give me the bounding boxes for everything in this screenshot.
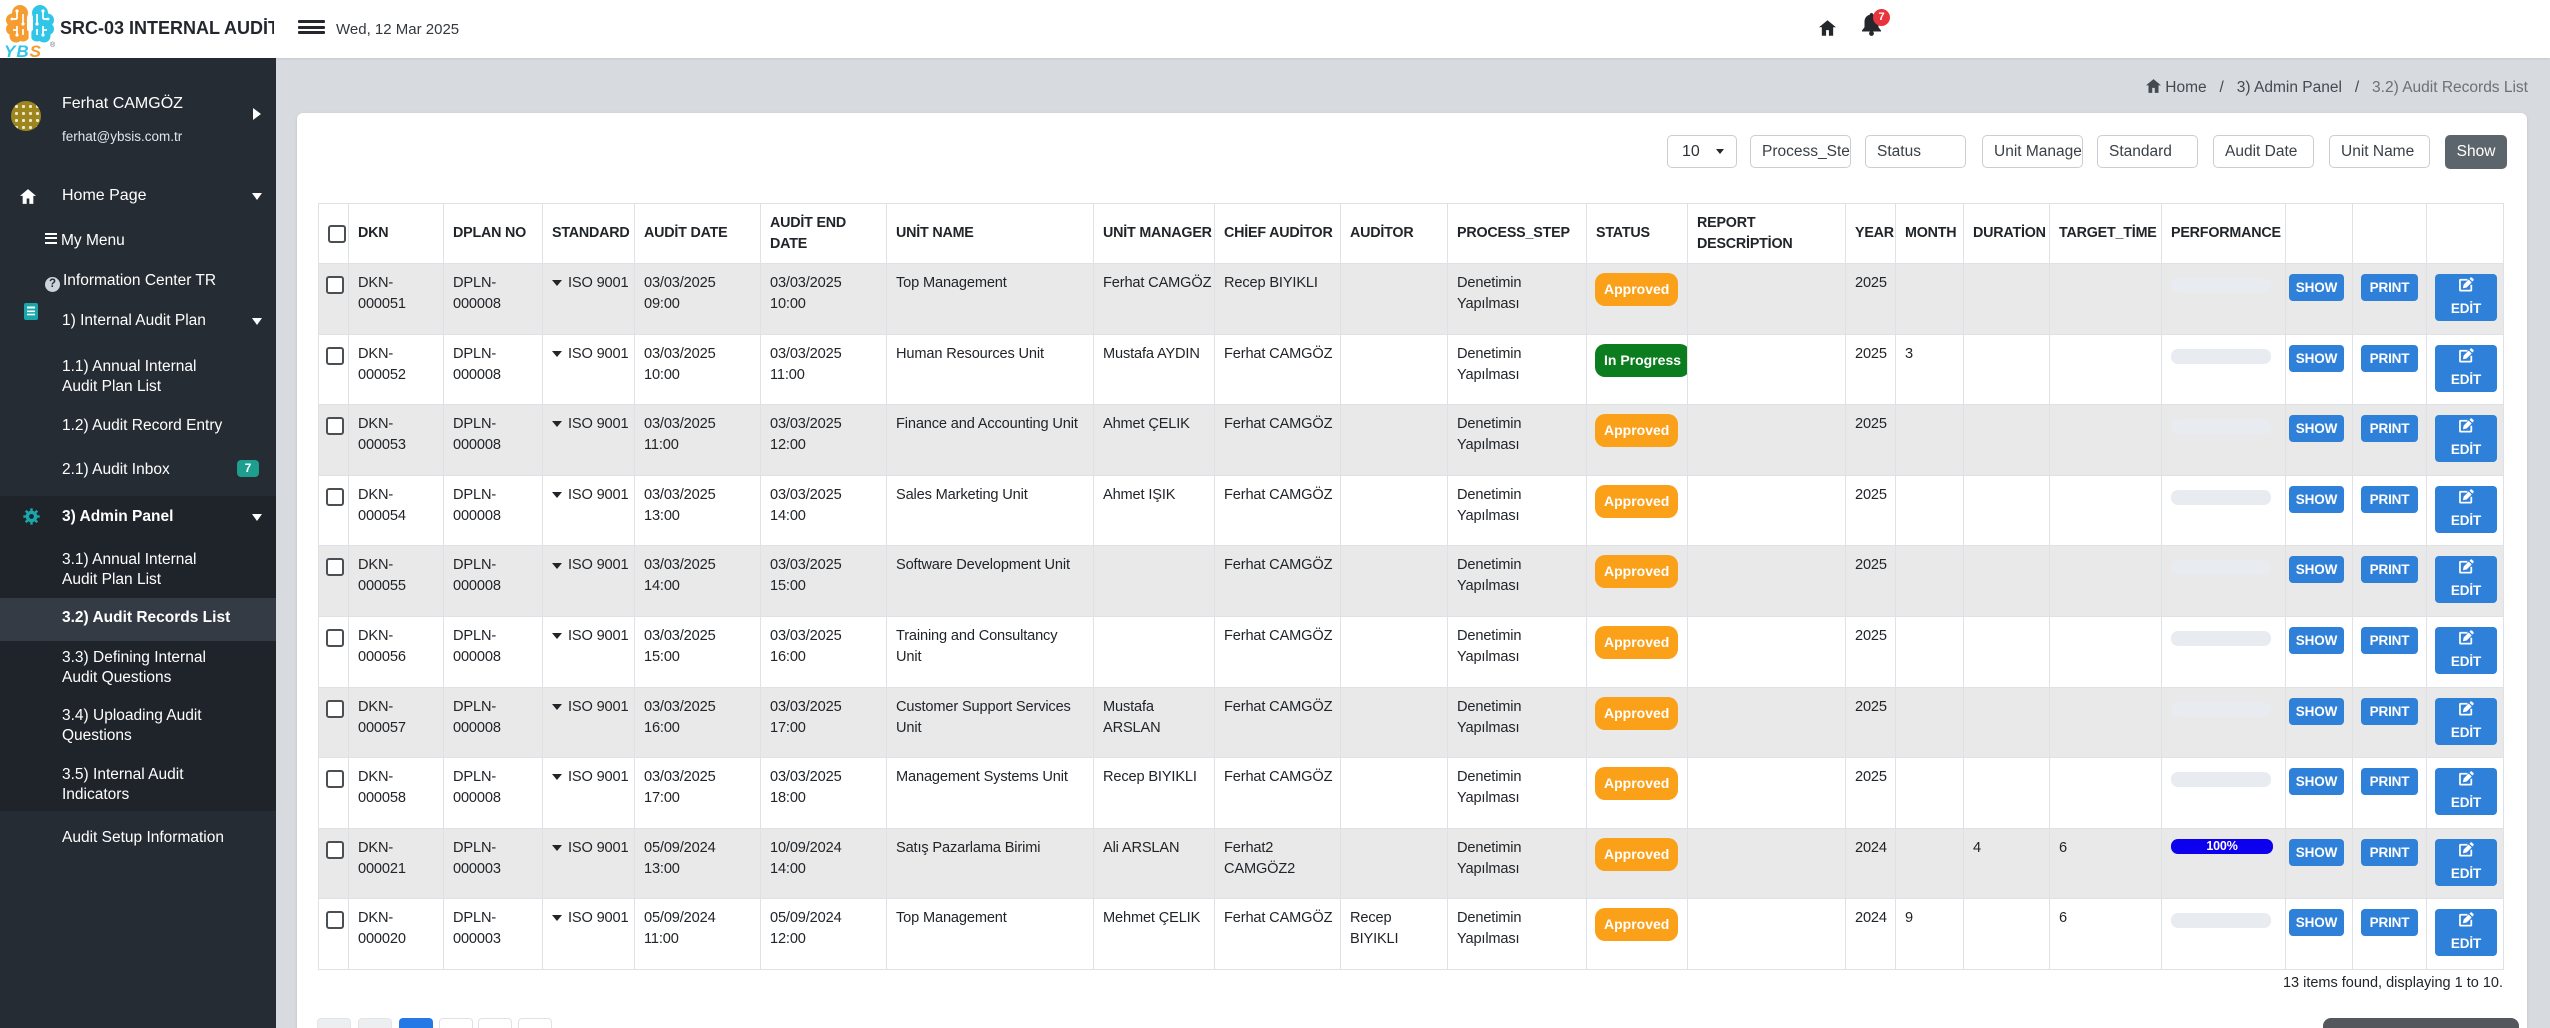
svg-text:®: ® — [50, 41, 56, 49]
svg-text:YBS: YBS — [4, 42, 42, 58]
